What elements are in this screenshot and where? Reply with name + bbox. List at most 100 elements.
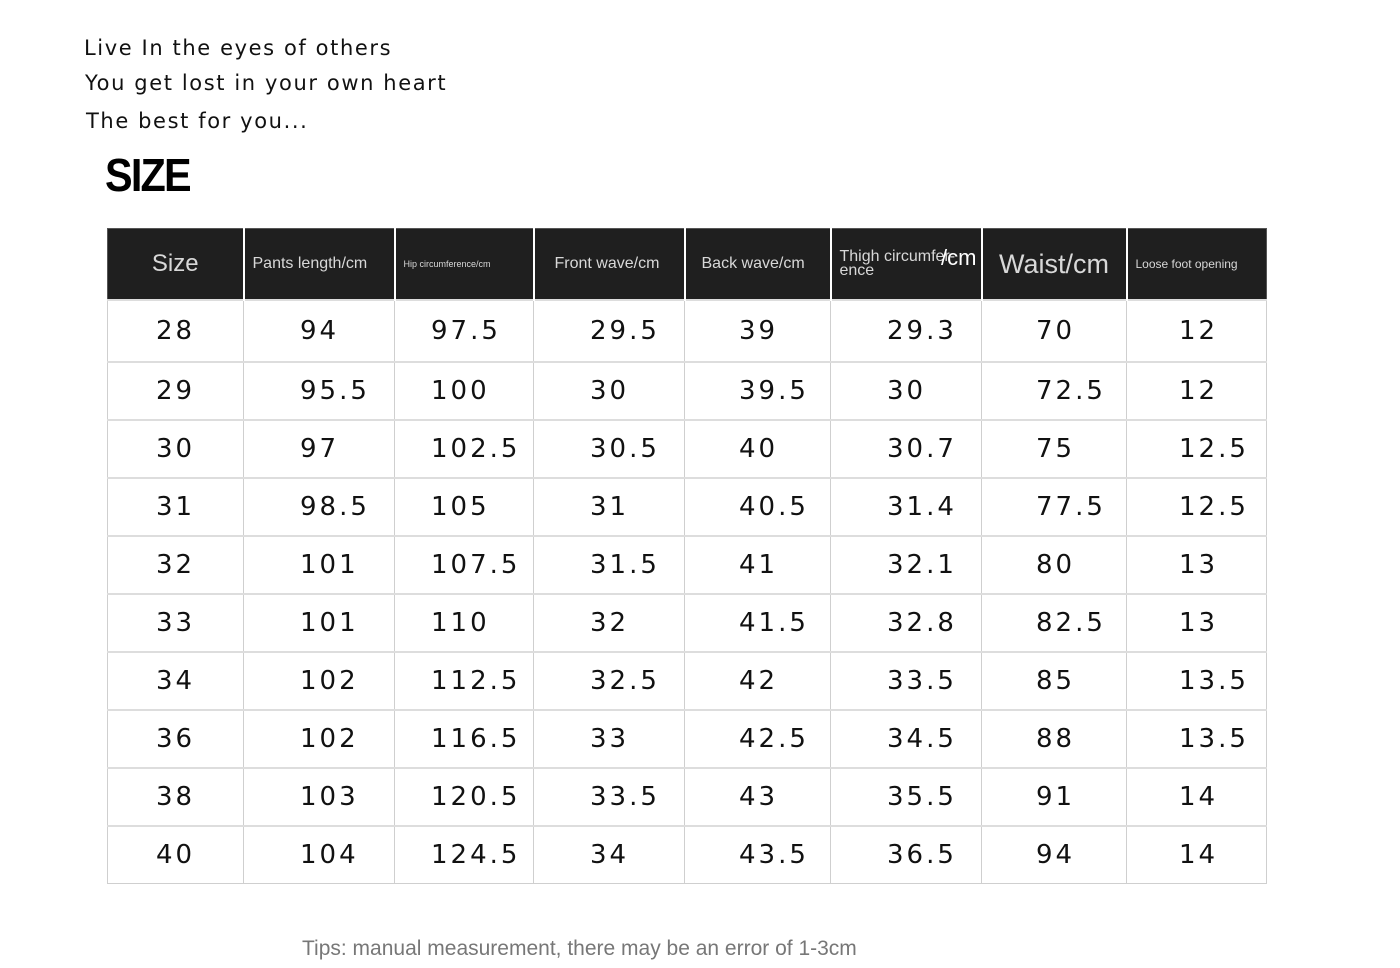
table-cell: 12.5	[1126, 477, 1267, 537]
table-row: 28 94 97.5 29.5 39 29.3 70 12	[107, 299, 1267, 363]
table-cell: 124.5	[394, 825, 534, 884]
table-cell: 32	[107, 535, 244, 595]
table-cell: 42.5	[684, 709, 831, 769]
table-cell: 31	[107, 477, 244, 537]
table-cell: 77.5	[981, 477, 1127, 537]
table-cell: 39	[684, 299, 831, 363]
table-cell: 34.5	[830, 709, 982, 769]
table-cell: 40.5	[684, 477, 831, 537]
header-waist: Waist/cm	[980, 228, 1127, 301]
table-header-row: Size Pants length/cm Hip circumference/c…	[107, 228, 1267, 301]
table-cell: 94	[243, 299, 395, 363]
table-cell: 105	[394, 477, 534, 537]
table-cell: 34	[533, 825, 685, 884]
table-cell: 12	[1126, 299, 1267, 363]
table-cell: 43	[684, 767, 831, 827]
table-cell: 30.7	[830, 419, 982, 479]
table-cell: 94	[981, 825, 1127, 884]
table-cell: 91	[981, 767, 1127, 827]
table-row: 34 102 112.5 32.5 42 33.5 85 13.5	[107, 651, 1267, 711]
table-cell: 33	[107, 593, 244, 653]
table-cell: 32	[533, 593, 685, 653]
table-cell: 31	[533, 477, 685, 537]
table-cell: 29	[107, 361, 244, 421]
table-cell: 104	[243, 825, 395, 884]
table-cell: 30	[830, 361, 982, 421]
header-thigh-label: Thigh circumfer-ence	[839, 248, 956, 279]
table-cell: 13.5	[1126, 709, 1267, 769]
table-cell: 31.5	[533, 535, 685, 595]
table-cell: 110	[394, 593, 534, 653]
header-size: Size	[107, 228, 244, 301]
table-cell: 32.5	[533, 651, 685, 711]
table-cell: 13	[1126, 535, 1267, 595]
table-cell: 32.1	[830, 535, 982, 595]
table-cell: 97.5	[394, 299, 534, 363]
table-cell: 75	[981, 419, 1127, 479]
table-cell: 33.5	[830, 651, 982, 711]
table-cell: 40	[107, 825, 244, 884]
header-back-wave: Back wave/cm	[683, 228, 831, 301]
header-thigh-unit: /cm	[941, 245, 977, 270]
table-cell: 101	[243, 593, 395, 653]
table-cell: 98.5	[243, 477, 395, 537]
size-chart-table: Size Pants length/cm Hip circumference/c…	[107, 228, 1267, 884]
size-heading: SIZE	[105, 149, 192, 201]
table-cell: 85	[981, 651, 1127, 711]
table-cell: 70	[981, 299, 1127, 363]
table-row: 38 103 120.5 33.5 43 35.5 91 14	[107, 767, 1267, 827]
table-cell: 29.3	[830, 299, 982, 363]
table-cell: 72.5	[981, 361, 1127, 421]
table-cell: 12.5	[1126, 419, 1267, 479]
header-front-wave: Front wave/cm	[532, 228, 685, 301]
table-cell: 95.5	[243, 361, 395, 421]
table-cell: 14	[1126, 825, 1267, 884]
table-cell: 33	[533, 709, 685, 769]
table-cell: 42	[684, 651, 831, 711]
table-cell: 43.5	[684, 825, 831, 884]
table-cell: 30	[107, 419, 244, 479]
table-cell: 40	[684, 419, 831, 479]
table-cell: 102	[243, 709, 395, 769]
table-cell: 97	[243, 419, 395, 479]
table-cell: 36.5	[830, 825, 982, 884]
table-cell: 116.5	[394, 709, 534, 769]
table-cell: 32.8	[830, 593, 982, 653]
table-row: 29 95.5 100 30 39.5 30 72.5 12	[107, 361, 1267, 421]
table-cell: 100	[394, 361, 534, 421]
table-cell: 31.4	[830, 477, 982, 537]
table-cell: 80	[981, 535, 1127, 595]
table-cell: 41.5	[684, 593, 831, 653]
table-cell: 30	[533, 361, 685, 421]
slogan-line-1: Live In the eyes of others	[84, 36, 393, 60]
table-cell: 102	[243, 651, 395, 711]
table-cell: 107.5	[394, 535, 534, 595]
table-cell: 33.5	[533, 767, 685, 827]
slogan-line-3: The best for you...	[86, 109, 309, 133]
table-cell: 102.5	[394, 419, 534, 479]
table-cell: 12	[1126, 361, 1267, 421]
table-row: 33 101 110 32 41.5 32.8 82.5 13	[107, 593, 1267, 653]
table-cell: 36	[107, 709, 244, 769]
table-cell: 88	[981, 709, 1127, 769]
table-cell: 35.5	[830, 767, 982, 827]
table-cell: 41	[684, 535, 831, 595]
table-cell: 38	[107, 767, 244, 827]
table-cell: 28	[107, 299, 244, 363]
header-hip-circumference: Hip circumference/cm	[393, 228, 534, 301]
table-cell: 112.5	[394, 651, 534, 711]
table-row: 40 104 124.5 34 43.5 36.5 94 14	[107, 825, 1267, 884]
table-cell: 34	[107, 651, 244, 711]
slogan-line-2: You get lost in your own heart	[85, 71, 448, 95]
table-cell: 30.5	[533, 419, 685, 479]
table-cell: 14	[1126, 767, 1267, 827]
header-thigh-circumference: Thigh circumfer-ence /cm	[829, 228, 982, 301]
table-cell: 13	[1126, 593, 1267, 653]
header-loose-foot-opening: Loose foot opening	[1125, 228, 1267, 301]
table-row: 32 101 107.5 31.5 41 32.1 80 13	[107, 535, 1267, 595]
table-cell: 29.5	[533, 299, 685, 363]
table-cell: 101	[243, 535, 395, 595]
table-row: 30 97 102.5 30.5 40 30.7 75 12.5	[107, 419, 1267, 479]
table-cell: 120.5	[394, 767, 534, 827]
header-pants-length: Pants length/cm	[242, 228, 395, 301]
